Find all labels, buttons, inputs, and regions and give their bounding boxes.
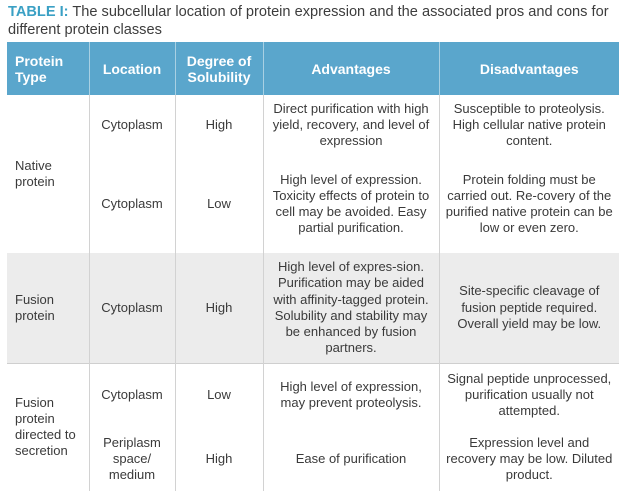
- table-header-row: Protein Type Location Degree of Solubili…: [7, 42, 619, 95]
- cell-location: Cytoplasm: [89, 362, 176, 427]
- cell-solubility: Low: [175, 155, 264, 253]
- cell-disadvantages: Expression level and recovery may be low…: [446, 434, 613, 483]
- cell-location: Periplasm space/ medium: [89, 427, 176, 491]
- cell-protein-type: Native protein: [7, 95, 90, 253]
- cell-location: Cytoplasm: [89, 95, 176, 155]
- table-label: TABLE I:: [8, 4, 69, 20]
- cell-solubility: High: [175, 253, 264, 363]
- cell-disadvantages: Signal peptide unprocessed, purification…: [439, 362, 619, 427]
- cell-location: Cytoplasm: [89, 253, 176, 363]
- cell-advantages: Direct purification with high yield, rec…: [263, 95, 440, 155]
- cell-solubility: High: [175, 95, 264, 155]
- cell-location: Cytoplasm: [89, 155, 176, 253]
- cell-solubility: High: [175, 427, 264, 491]
- header-location: Location: [89, 42, 176, 95]
- cell-advantages: High level of expres-sion. Purification …: [263, 253, 440, 363]
- table-row: Fusion protein directed to secretion Cyt…: [7, 362, 619, 491]
- table-row: Native protein Cytoplasm High Direct pur…: [7, 95, 619, 253]
- table-row: Cytoplasm Low High level of expression. …: [7, 155, 619, 253]
- table-row: Fusion protein Cytoplasm High High level…: [7, 253, 619, 363]
- header-advantages: Advantages: [263, 42, 440, 95]
- cell-disadvantages: Protein folding must be carried out. Re-…: [445, 171, 613, 236]
- caption-text: The subcellular location of protein expr…: [8, 4, 609, 38]
- cell-disadvantages: Susceptible to proteolysis. High cellula…: [452, 100, 606, 149]
- protein-expression-table: Protein Type Location Degree of Solubili…: [7, 42, 619, 491]
- header-protein-type: Protein Type: [7, 42, 90, 95]
- header-solubility: Degree of Solubility: [175, 42, 264, 95]
- cell-protein-type: Fusion protein directed to secretion: [7, 362, 90, 491]
- header-disadvantages: Disadvantages: [439, 42, 619, 95]
- cell-disadvantages: Site-specific cleavage of fusion peptide…: [439, 253, 619, 363]
- cell-advantages: Ease of purification: [263, 427, 440, 491]
- cell-advantages: High level of expression, may prevent pr…: [263, 362, 440, 427]
- cell-protein-type: Fusion protein: [7, 253, 90, 363]
- cell-advantages: High level of expression. Toxicity effec…: [263, 155, 440, 253]
- table-caption: TABLE I: The subcellular location of pro…: [8, 3, 620, 39]
- cell-solubility: Low: [175, 362, 264, 427]
- table-row: Periplasm space/ medium High Ease of pur…: [7, 427, 619, 491]
